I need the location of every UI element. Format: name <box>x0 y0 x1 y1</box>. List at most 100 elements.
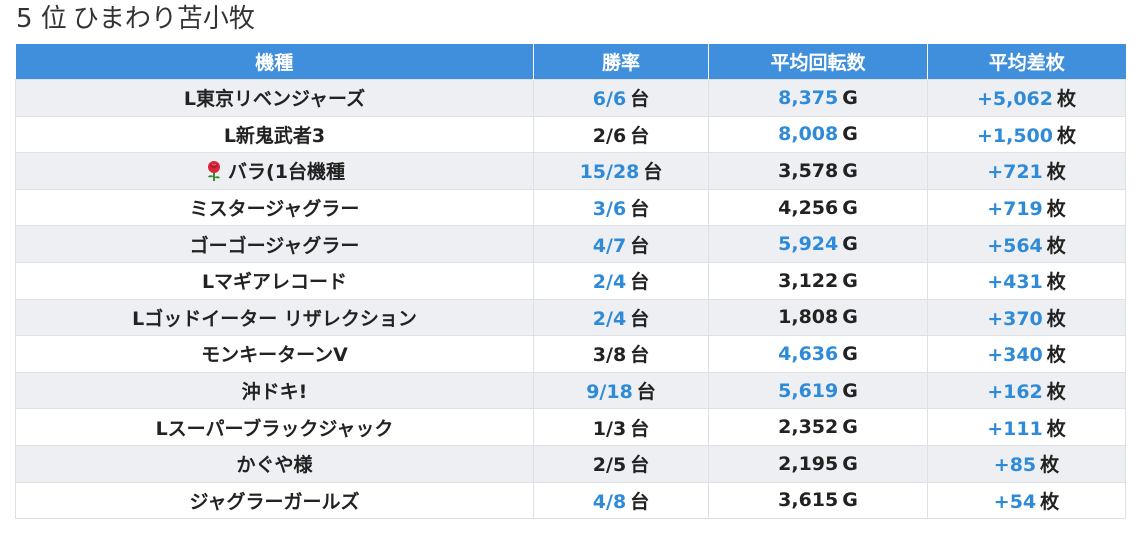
win-rate-cell-value: 2/4 <box>592 271 627 294</box>
avg-spins-cell: 8,008 G <box>708 115 928 154</box>
header-win-rate: 勝率 <box>533 44 709 80</box>
avg-spins-cell-value: 3,615 <box>778 489 839 512</box>
win-rate-cell-unit: 台 <box>630 307 650 330</box>
table-row[interactable]: 沖ドキ! 9/18 台 5,619 G +162 枚 <box>15 371 1126 410</box>
avg-diff-cell-unit: 枚 <box>1057 88 1077 111</box>
table-row[interactable]: バラ(1台機種 15/28 台 3,578 G +721 枚 <box>15 152 1126 190</box>
machine-cell: モンキーターンV <box>15 335 534 373</box>
avg-diff-cell-value: +431 <box>987 271 1043 294</box>
win-rate-cell-value: 15/28 <box>579 161 640 184</box>
avg-diff-cell: +1,500 枚 <box>927 115 1126 154</box>
table-row[interactable]: ゴーゴージャグラー 4/7 台 5,924 G +564 枚 <box>15 225 1126 263</box>
avg-spins-cell-value: 8,008 <box>778 123 839 146</box>
win-rate-cell: 15/28 台 <box>533 152 709 190</box>
win-rate-cell-unit: 台 <box>630 454 650 477</box>
machine-name: Lマギアレコード <box>201 271 348 294</box>
avg-spins-cell-value: 8,375 <box>778 86 839 109</box>
win-rate-cell: 4/8 台 <box>533 481 709 520</box>
avg-spins-cell: 3,122 G <box>708 261 928 300</box>
table-row[interactable]: Lスーパーブラックジャック 1/3 台 2,352 G +111 枚 <box>15 408 1126 446</box>
avg-diff-cell-value: +85 <box>993 454 1037 477</box>
machine-cell: Lマギアレコード <box>15 261 534 300</box>
win-rate-cell-unit: 台 <box>630 271 650 294</box>
win-rate-cell: 3/8 台 <box>533 335 709 373</box>
win-rate-cell-value: 3/6 <box>592 198 627 221</box>
win-rate-cell-unit: 台 <box>636 381 656 404</box>
machine-name: Lスーパーブラックジャック <box>155 417 394 440</box>
win-rate-cell-value: 2/4 <box>592 307 627 330</box>
avg-diff-cell: +370 枚 <box>927 298 1126 337</box>
avg-spins-cell: 2,352 G <box>708 408 928 446</box>
avg-spins-cell-value: 1,808 <box>778 306 839 329</box>
avg-diff-cell: +431 枚 <box>927 261 1126 300</box>
avg-diff-cell-unit: 枚 <box>1046 417 1066 440</box>
avg-diff-cell-unit: 枚 <box>1046 307 1066 330</box>
page-title: 5 位ひまわり苫小牧 <box>16 2 261 36</box>
avg-spins-cell: 4,636 G <box>708 335 928 373</box>
machine-cell: ゴーゴージャグラー <box>15 225 534 263</box>
machine-name: L東京リベンジャーズ <box>183 88 366 111</box>
avg-diff-cell-value: +564 <box>987 234 1043 257</box>
win-rate-cell-value: 2/5 <box>592 454 627 477</box>
avg-spins-cell-unit: G <box>842 196 858 219</box>
header-machine: 機種 <box>15 44 534 80</box>
avg-diff-cell-unit: 枚 <box>1040 454 1060 477</box>
avg-diff-cell: +5,062 枚 <box>927 79 1126 117</box>
avg-spins-cell-unit: G <box>842 86 858 109</box>
avg-spins-cell-unit: G <box>842 416 858 439</box>
avg-diff-cell: +162 枚 <box>927 371 1126 410</box>
win-rate-cell: 6/6 台 <box>533 79 709 117</box>
header-avg-spins: 平均回転数 <box>708 44 928 80</box>
avg-diff-cell-unit: 枚 <box>1046 198 1066 221</box>
win-rate-cell-value: 4/8 <box>592 490 627 513</box>
table-body: L東京リベンジャーズ 6/6 台 8,375 G +5,062 枚 L新鬼武者3 2/6 台 8,0… <box>15 79 1126 520</box>
table-header-row: 機種 勝率 平均回転数 平均差枚 <box>15 44 1126 80</box>
table-row[interactable]: かぐや様 2/5 台 2,195 G +85 枚 <box>15 444 1126 483</box>
store-name: ひまわり苫小牧 <box>72 4 255 34</box>
avg-spins-cell-unit: G <box>842 342 858 365</box>
avg-spins-cell: 8,375 G <box>708 79 928 117</box>
avg-spins-cell-value: 3,578 <box>778 159 839 182</box>
avg-spins-cell-unit: G <box>842 489 858 512</box>
table-row[interactable]: L東京リベンジャーズ 6/6 台 8,375 G +5,062 枚 <box>15 79 1126 117</box>
avg-diff-cell-value: +111 <box>987 417 1043 440</box>
win-rate-cell-value: 1/3 <box>592 417 627 440</box>
avg-spins-cell: 5,619 G <box>708 371 928 410</box>
win-rate-cell-unit: 台 <box>630 198 650 221</box>
machine-cell: Lスーパーブラックジャック <box>15 408 534 446</box>
avg-diff-cell-unit: 枚 <box>1046 271 1066 294</box>
win-rate-cell-value: 3/8 <box>592 344 627 367</box>
avg-diff-cell-value: +340 <box>987 344 1043 367</box>
win-rate-cell-unit: 台 <box>630 417 650 440</box>
table-row[interactable]: ミスタージャグラー 3/6 台 4,256 G +719 枚 <box>15 188 1126 227</box>
table-row[interactable]: L新鬼武者3 2/6 台 8,008 G +1,500 枚 <box>15 115 1126 154</box>
win-rate-cell: 2/6 台 <box>533 115 709 154</box>
avg-diff-cell-unit: 枚 <box>1057 124 1077 147</box>
avg-diff-cell-value: +162 <box>987 381 1043 404</box>
avg-diff-cell-unit: 枚 <box>1046 234 1066 257</box>
win-rate-cell: 3/6 台 <box>533 188 709 227</box>
table-row[interactable]: ジャグラーガールズ 4/8 台 3,615 G +54 枚 <box>15 481 1126 520</box>
avg-spins-cell-value: 4,256 <box>778 196 839 219</box>
machine-name: ジャグラーガールズ <box>189 490 360 513</box>
win-rate-cell: 9/18 台 <box>533 371 709 410</box>
machine-name: かぐや様 <box>236 454 313 477</box>
avg-diff-cell: +111 枚 <box>927 408 1126 446</box>
win-rate-cell-value: 6/6 <box>592 88 627 111</box>
machine-cell: バラ(1台機種 <box>15 152 534 190</box>
table-row[interactable]: モンキーターンV 3/8 台 4,636 G +340 枚 <box>15 335 1126 373</box>
table-row[interactable]: Lゴッドイーター リザレクション 2/4 台 1,808 G +370 枚 <box>15 298 1126 337</box>
avg-spins-cell: 1,808 G <box>708 298 928 337</box>
table-row[interactable]: Lマギアレコード 2/4 台 3,122 G +431 枚 <box>15 261 1126 300</box>
avg-diff-cell: +719 枚 <box>927 188 1126 227</box>
avg-diff-cell-value: +370 <box>987 307 1043 330</box>
machine-cell: L東京リベンジャーズ <box>15 79 534 117</box>
machine-cell: ジャグラーガールズ <box>15 481 534 520</box>
win-rate-cell: 4/7 台 <box>533 225 709 263</box>
machine-cell: L新鬼武者3 <box>15 115 534 154</box>
avg-spins-cell: 2,195 G <box>708 444 928 483</box>
avg-diff-cell-unit: 枚 <box>1046 161 1066 184</box>
machine-name: L新鬼武者3 <box>223 124 326 147</box>
machine-name: 沖ドキ! <box>241 381 308 404</box>
avg-diff-cell: +721 枚 <box>927 152 1126 190</box>
